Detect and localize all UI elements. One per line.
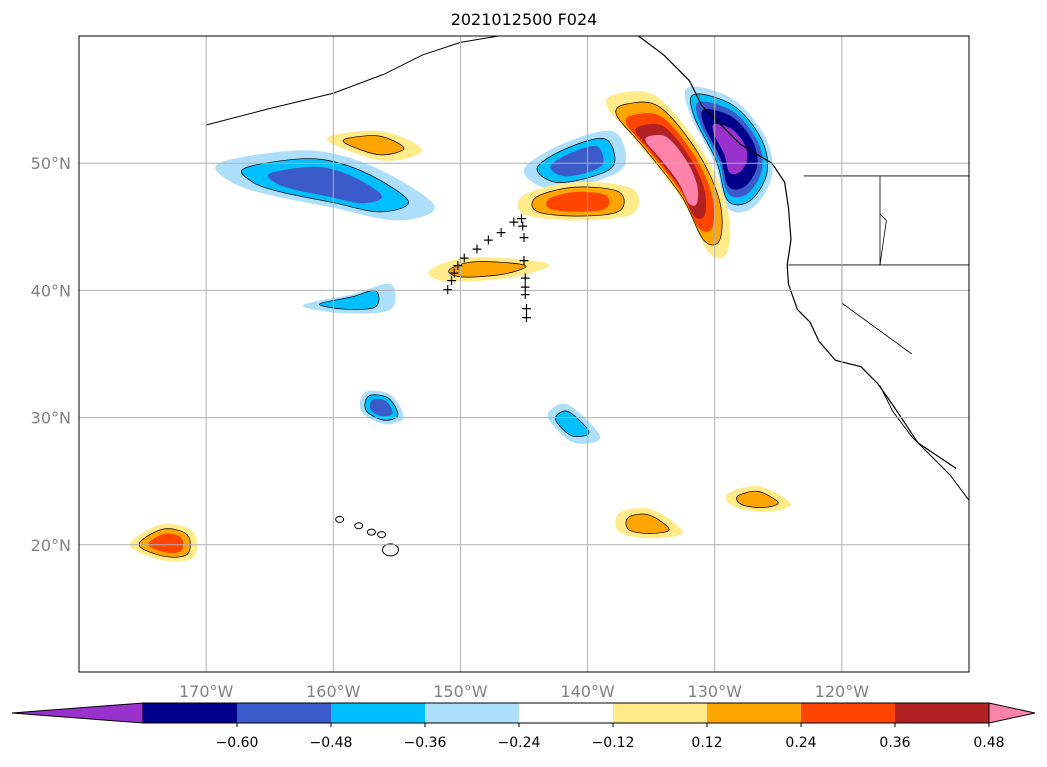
gridlines	[79, 36, 969, 672]
high-148w-42n	[428, 257, 550, 282]
colorbar-band	[519, 703, 613, 723]
low-140w-50n	[523, 130, 627, 189]
map-frame	[78, 35, 970, 673]
trough-band-nw-coast	[684, 86, 773, 213]
map-area: +++++++ +++++++++++	[79, 36, 969, 672]
island-hawaii	[366, 528, 376, 536]
colorbar-tick-label: −0.12	[592, 735, 635, 751]
x-tick-labels: 170°W 160°W 150°W 140°W 130°W 120°W	[179, 682, 869, 701]
colorbar-band	[707, 703, 801, 723]
track-marker: +	[519, 280, 531, 296]
colorbar-tick-label: −0.48	[310, 735, 353, 751]
track-marker: +	[458, 250, 470, 266]
colorbar-tick-label: −0.60	[216, 735, 259, 751]
track-marker: +	[442, 282, 454, 298]
track-marker: +	[446, 273, 458, 289]
trajectory-track: +++++++ +++++++++++	[442, 211, 533, 326]
state-border	[879, 213, 887, 266]
colorbar-frame	[142, 702, 990, 724]
y-tick-labels: 20°N 30°N 40°N 50°N	[31, 154, 71, 555]
contour-band	[267, 166, 383, 204]
colorbar: −0.60 −0.48 −0.36 −0.24 −0.12 0.12 0.24 0.36 0.4…	[11, 702, 1036, 751]
low-157w-31n	[359, 390, 404, 425]
colorbar-band	[895, 703, 989, 723]
track-marker: +	[521, 301, 533, 317]
x-tick-label: 120°W	[815, 682, 870, 701]
colorbar-band	[237, 703, 331, 723]
colorbar-tick-label: 0.48	[973, 735, 1004, 751]
track-marker: +	[516, 211, 528, 227]
contour-band	[148, 533, 184, 553]
colorbar-band	[331, 703, 425, 723]
colorbar-tick-label: 0.36	[879, 735, 910, 751]
contour-band	[319, 289, 380, 310]
island-hawaii	[354, 522, 364, 530]
high-136w-22n	[615, 507, 683, 539]
colorbar-band	[425, 703, 519, 723]
contour-band	[645, 134, 699, 206]
contour-band	[550, 146, 604, 177]
contour-band	[546, 191, 610, 212]
track-marker: +	[521, 310, 533, 326]
chart-title: 2021012500 F024	[451, 10, 598, 29]
colorbar-band	[801, 703, 895, 723]
island-hawaii	[335, 515, 345, 523]
track-marker: +	[448, 266, 460, 282]
contour-band	[448, 261, 527, 278]
high-140w-47n	[517, 182, 640, 221]
coastline-baja	[879, 385, 969, 501]
contour-band	[712, 123, 748, 175]
contour-band	[736, 490, 779, 509]
x-tick-label: 130°W	[688, 682, 743, 701]
y-tick-label: 40°N	[31, 281, 71, 300]
colorbar-band	[613, 703, 707, 723]
low-158w-39n	[302, 283, 396, 314]
colorbar-tick-label: −0.24	[498, 735, 541, 751]
track-marker: +	[471, 241, 483, 257]
contour-fields	[129, 86, 792, 562]
island-hawaii	[382, 543, 399, 557]
track-marker: +	[495, 225, 507, 241]
colorbar-tick-label: 0.24	[785, 735, 816, 751]
x-tick-label: 170°W	[179, 682, 234, 701]
island-hawaii	[377, 531, 387, 539]
low-160w-49n	[215, 150, 435, 221]
track-marker: +	[518, 230, 530, 246]
track-marker: +	[452, 258, 464, 274]
x-tick-label: 140°W	[560, 682, 615, 701]
ridge-band-nw-coast	[605, 91, 731, 259]
contour-band	[369, 398, 393, 417]
high-127w-24n	[725, 485, 792, 512]
x-tick-label: 160°W	[306, 682, 361, 701]
x-tick-label: 150°W	[433, 682, 488, 701]
colorbar-tick-label: 0.12	[691, 735, 722, 751]
track-marker: +	[517, 219, 529, 235]
colorbar-band	[143, 703, 237, 723]
track-marker: +	[508, 215, 520, 231]
track-marker: +	[518, 253, 530, 269]
colorbar-tick-label: −0.36	[404, 735, 447, 751]
track-marker: +	[519, 271, 531, 287]
high-155w-52n	[326, 130, 423, 161]
track-marker: +	[483, 233, 495, 249]
track-marker: +	[519, 287, 531, 303]
y-tick-label: 50°N	[31, 154, 71, 173]
contour-band	[342, 135, 405, 156]
contour-band	[625, 513, 670, 534]
low-172w-22n	[129, 523, 198, 562]
y-tick-label: 20°N	[31, 536, 71, 555]
y-tick-label: 30°N	[31, 409, 71, 428]
